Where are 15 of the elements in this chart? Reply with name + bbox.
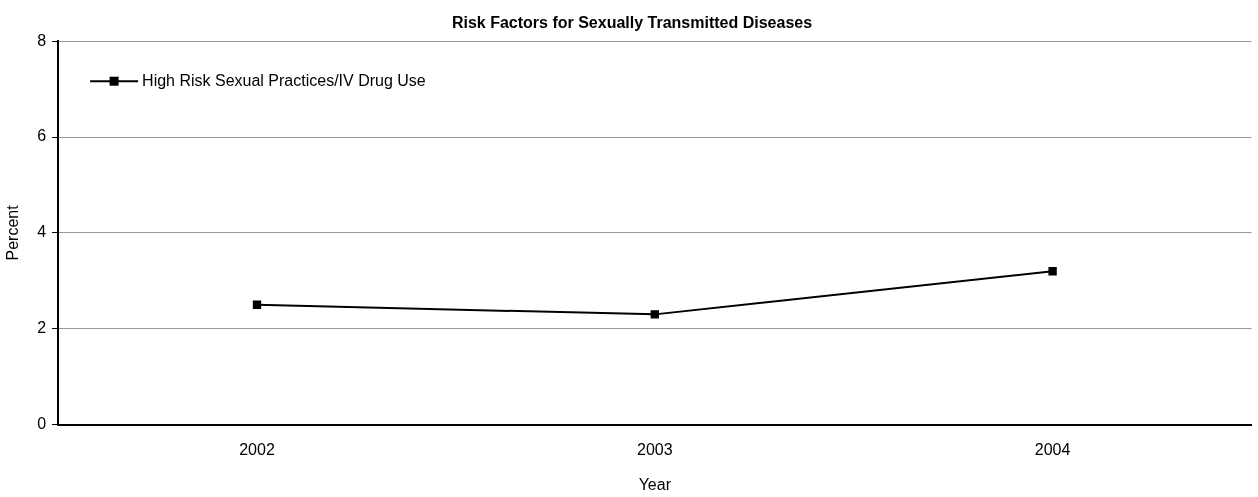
legend-label: High Risk Sexual Practices/IV Drug Use [142, 71, 426, 89]
y-axis-title: Percent [4, 204, 22, 261]
point [252, 300, 262, 309]
y-tick-label: 4 [37, 223, 47, 241]
x-tick-label: 2004 [1034, 440, 1071, 458]
y-tick-label: 0 [37, 415, 47, 433]
y-tick-label: 2 [37, 319, 47, 337]
y-tick-label: 6 [37, 127, 47, 145]
chart-title: Risk Factors for Sexually Transmitted Diseases [451, 14, 813, 32]
y-tick-label: 8 [37, 31, 47, 49]
point [1048, 267, 1057, 276]
x-axis-title: Year [638, 475, 672, 493]
point [650, 310, 659, 319]
x-tick-label: 2003 [637, 440, 673, 458]
x-tick-label: 2002 [239, 440, 275, 458]
